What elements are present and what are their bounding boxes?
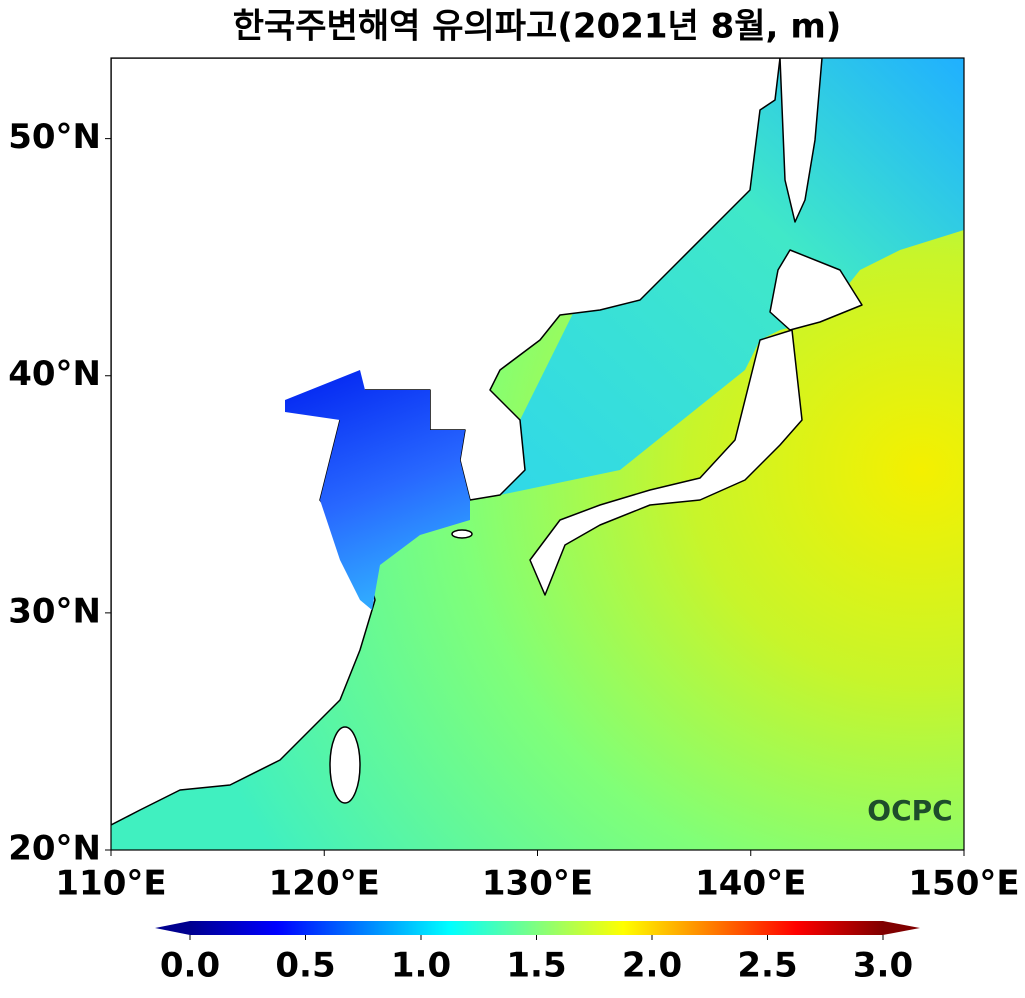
east-sea	[500, 58, 964, 495]
x-tick-label: 110°E	[55, 864, 166, 904]
y-tick-label: 30°N	[8, 591, 101, 631]
hokkaido	[769, 249, 863, 331]
y-tick-label: 20°N	[8, 829, 101, 869]
yellow-sea	[285, 370, 470, 610]
japan	[529, 329, 803, 596]
colorbar-tick-label: 1.5	[506, 946, 566, 986]
colorbar-tick-label: 0.5	[275, 946, 335, 986]
colorbar-extend-high	[883, 921, 920, 935]
colorbar	[190, 921, 883, 935]
x-tick-label: 120°E	[269, 864, 380, 904]
chart-title: 한국주변해역 유의파고(2021년 8월, m)	[233, 7, 842, 47]
colorbar-tick-label: 1.0	[391, 946, 451, 986]
x-tick-label: 150°E	[908, 864, 1019, 904]
sakhalin	[779, 58, 823, 223]
map-area: OCPC	[111, 58, 964, 850]
jeju	[451, 529, 473, 539]
x-tick-label: 140°E	[695, 864, 806, 904]
colorbar-tick-label: 3.0	[853, 946, 913, 986]
colorbar-tick-label: 2.0	[622, 946, 682, 986]
y-tick-label: 40°N	[8, 354, 101, 394]
x-tick-label: 130°E	[482, 864, 593, 904]
y-tick-label: 50°N	[8, 117, 101, 157]
taiwan	[329, 726, 361, 804]
logo: OCPC	[867, 794, 952, 827]
colorbar-tick-label: 0.0	[160, 946, 220, 986]
colorbar-extend-low	[155, 921, 190, 935]
colorbar-tick-label: 2.5	[737, 946, 797, 986]
